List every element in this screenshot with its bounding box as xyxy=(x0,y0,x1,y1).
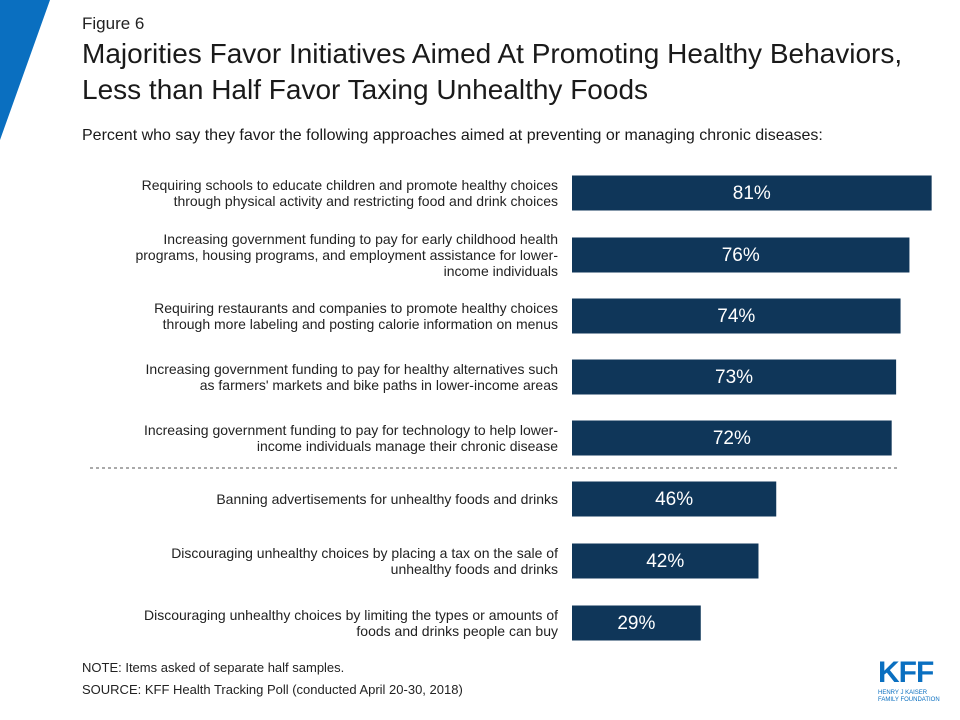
value-label: 81% xyxy=(733,183,771,204)
value-label: 74% xyxy=(717,306,755,327)
category-label: Banning advertisements for unhealthy foo… xyxy=(216,491,558,507)
category-label: Requiring schools to educate children an… xyxy=(141,177,558,209)
bar xyxy=(572,481,777,517)
value-label: 73% xyxy=(715,367,753,388)
value-label: 76% xyxy=(722,245,760,266)
figure-label: Figure 6 xyxy=(82,14,145,33)
source: SOURCE: KFF Health Tracking Poll (conduc… xyxy=(82,682,463,697)
category-label: Discouraging unhealthy choices by placin… xyxy=(171,545,558,577)
logo-subtext: HENRY J KAISER FAMILY FOUNDATION xyxy=(878,690,940,703)
corner-accent xyxy=(0,0,50,140)
value-label: 42% xyxy=(646,551,684,572)
bar xyxy=(572,420,892,456)
category-label: Requiring restaurants and companies to p… xyxy=(154,300,558,332)
chart-title: Majorities Favor Initiatives Aimed At Pr… xyxy=(82,38,903,105)
bar xyxy=(572,237,910,273)
bar xyxy=(572,359,897,395)
bar xyxy=(572,298,901,334)
value-label: 29% xyxy=(617,613,655,634)
note: NOTE: Items asked of separate half sampl… xyxy=(82,660,345,675)
category-label: Increasing government funding to pay for… xyxy=(143,422,558,454)
value-label: 72% xyxy=(713,428,751,449)
category-label: Discouraging unhealthy choices by limiti… xyxy=(144,607,558,639)
bar xyxy=(572,175,932,211)
bar xyxy=(572,543,759,579)
category-label: Increasing government funding to pay for… xyxy=(135,231,558,279)
logo: KFF xyxy=(878,656,934,689)
bar xyxy=(572,605,701,641)
subtitle: Percent who say they favor the following… xyxy=(82,127,823,144)
category-label: Increasing government funding to pay for… xyxy=(145,361,558,393)
value-label: 46% xyxy=(655,489,693,510)
